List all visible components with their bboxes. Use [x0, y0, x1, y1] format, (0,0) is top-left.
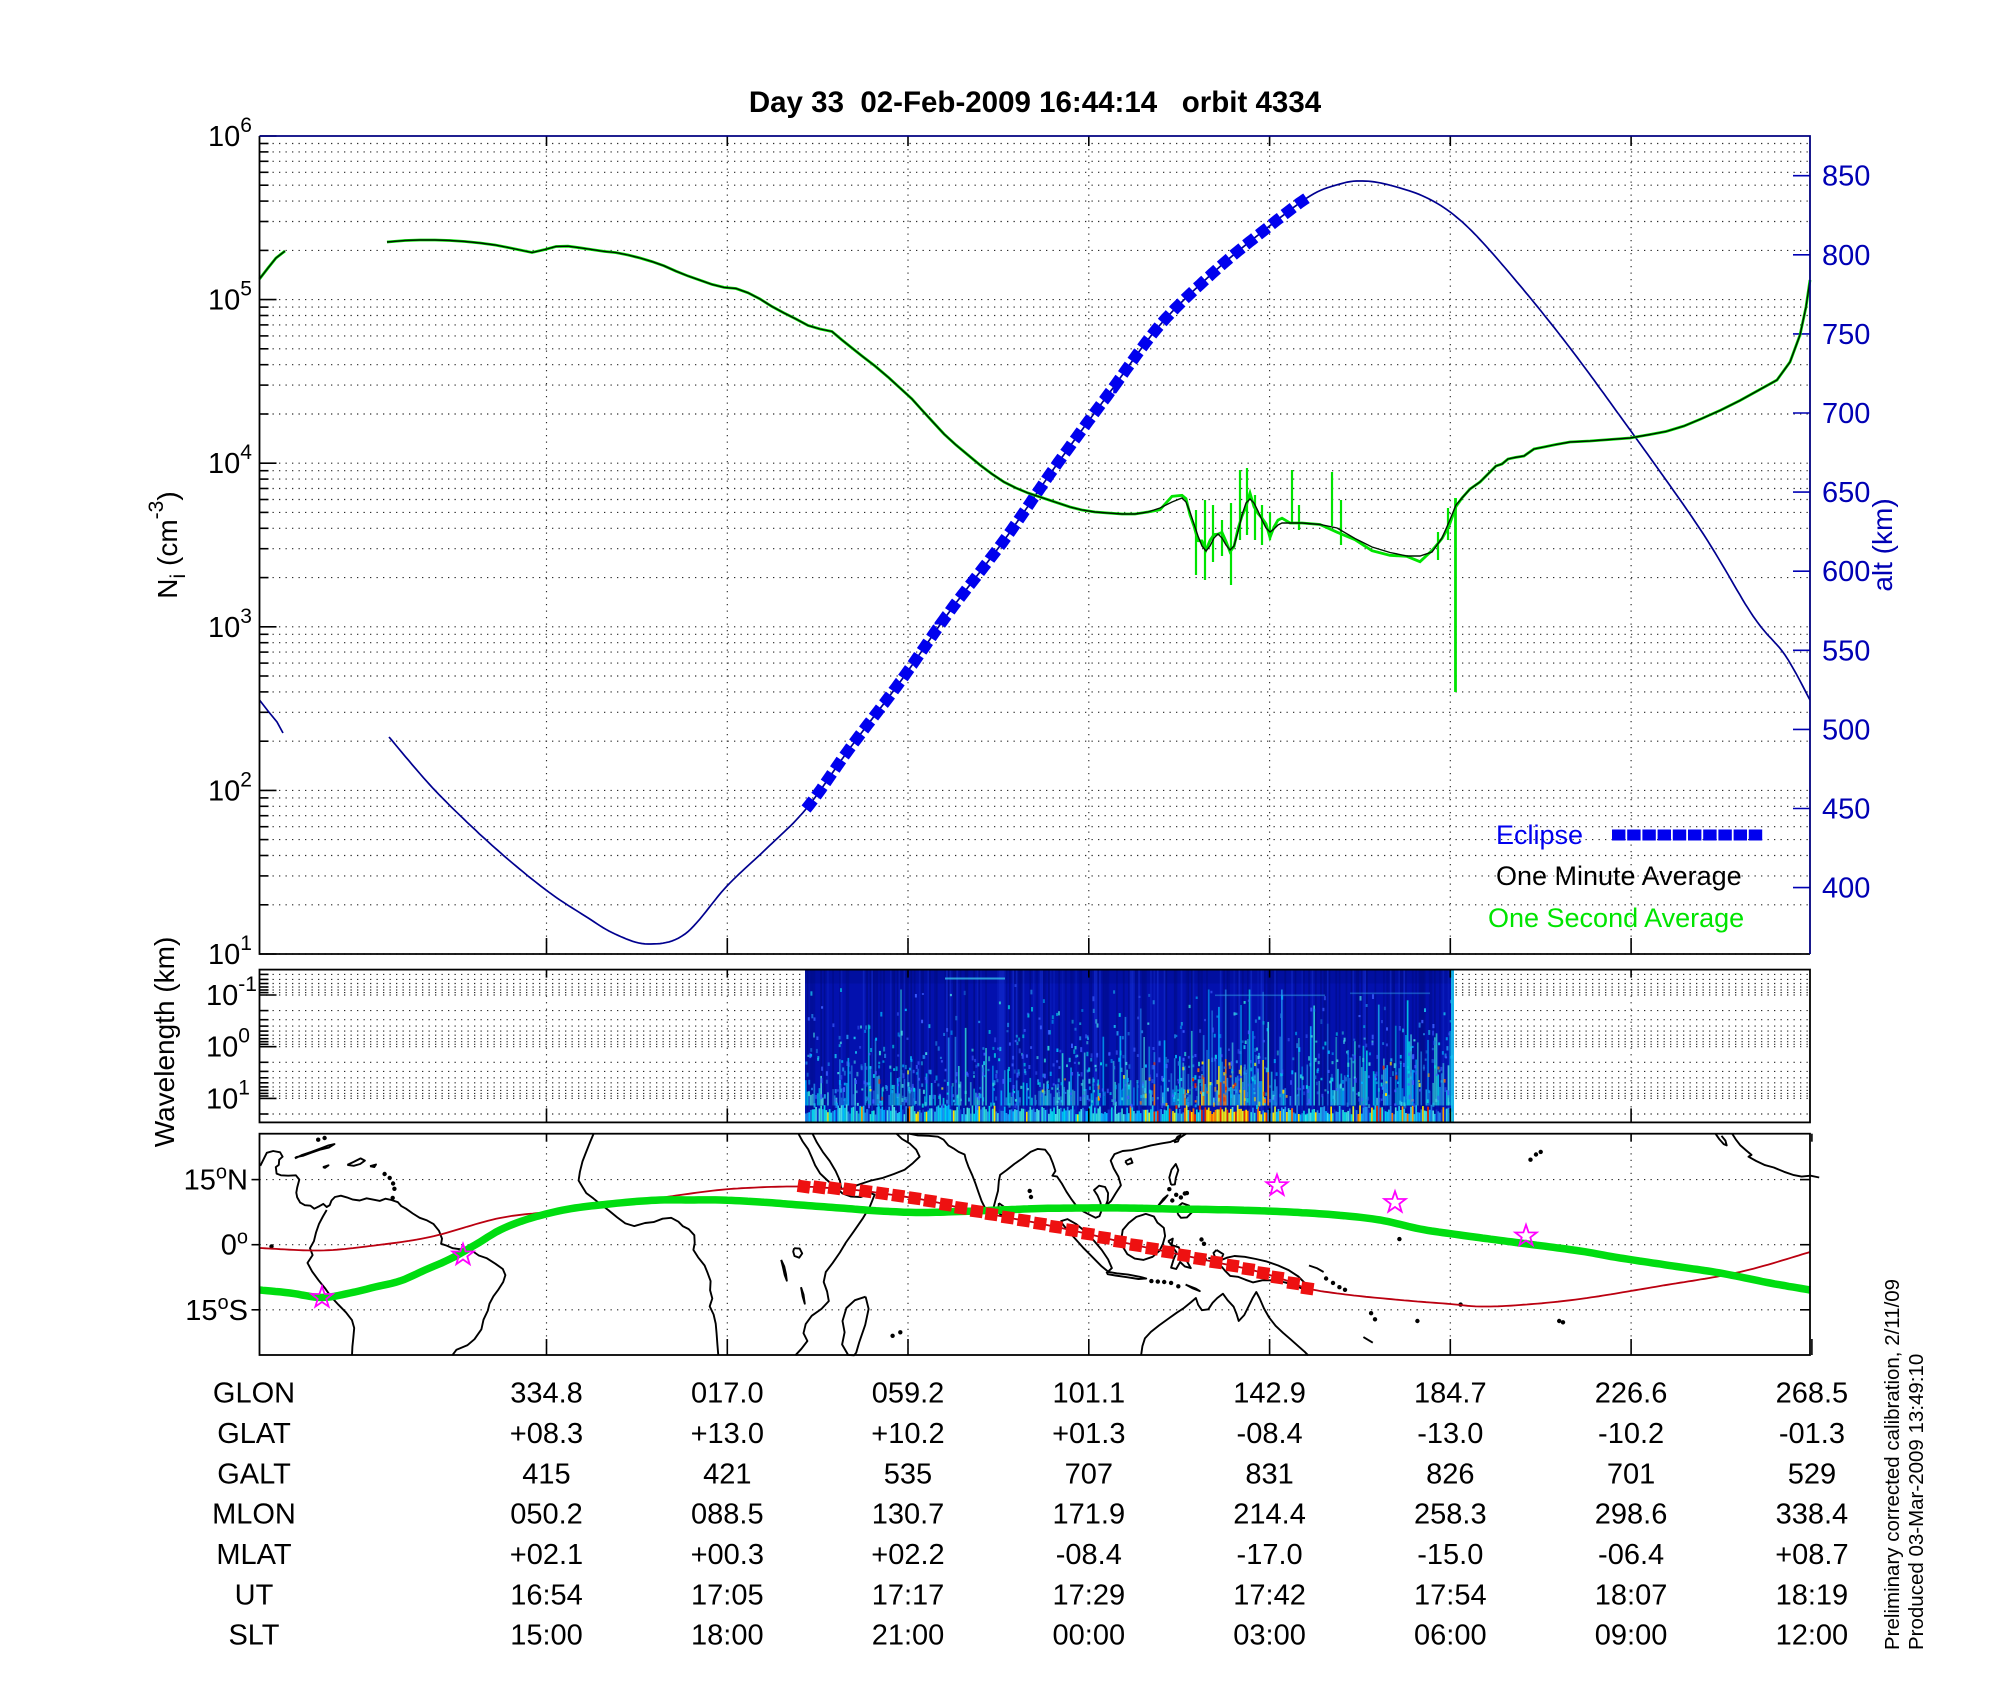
svg-text:15oN: 15oN — [184, 1162, 248, 1197]
svg-text:-01.3: -01.3 — [1779, 1418, 1845, 1450]
svg-text:06:00: 06:00 — [1414, 1620, 1487, 1652]
svg-text:226.6: 226.6 — [1595, 1378, 1668, 1410]
svg-text:18:07: 18:07 — [1595, 1579, 1668, 1611]
svg-text:050.2: 050.2 — [510, 1499, 583, 1531]
svg-text:+02.1: +02.1 — [510, 1539, 583, 1571]
svg-text:334.8: 334.8 — [510, 1378, 583, 1410]
svg-text:One Second Average: One Second Average — [1488, 903, 1744, 933]
svg-text:707: 707 — [1065, 1458, 1113, 1490]
svg-text:12:00: 12:00 — [1776, 1620, 1849, 1652]
svg-text:Wavelength (km): Wavelength (km) — [149, 937, 180, 1148]
svg-text:850: 850 — [1822, 161, 1870, 193]
svg-text:15:00: 15:00 — [510, 1620, 583, 1652]
svg-text:+10.2: +10.2 — [871, 1418, 944, 1450]
svg-text:104: 104 — [208, 441, 252, 480]
svg-text:750: 750 — [1822, 319, 1870, 351]
svg-text:00:00: 00:00 — [1053, 1620, 1126, 1652]
svg-text:268.5: 268.5 — [1776, 1378, 1849, 1410]
svg-text:03:00: 03:00 — [1233, 1620, 1306, 1652]
svg-text:16:54: 16:54 — [510, 1579, 583, 1611]
svg-text:700: 700 — [1822, 398, 1870, 430]
svg-text:171.9: 171.9 — [1053, 1499, 1126, 1531]
svg-text:MLAT: MLAT — [216, 1539, 291, 1571]
svg-text:800: 800 — [1822, 240, 1870, 272]
svg-text:GLAT: GLAT — [217, 1418, 291, 1450]
svg-text:17:17: 17:17 — [872, 1579, 945, 1611]
svg-text:18:19: 18:19 — [1776, 1579, 1849, 1611]
svg-text:550: 550 — [1822, 635, 1870, 667]
svg-text:SLT: SLT — [228, 1620, 279, 1652]
svg-text:298.6: 298.6 — [1595, 1499, 1668, 1531]
svg-text:450: 450 — [1822, 794, 1870, 826]
svg-text:-08.4: -08.4 — [1237, 1418, 1303, 1450]
svg-text:-08.4: -08.4 — [1056, 1539, 1122, 1571]
svg-text:826: 826 — [1426, 1458, 1474, 1490]
svg-text:106: 106 — [208, 114, 252, 153]
svg-text:-13.0: -13.0 — [1417, 1418, 1483, 1450]
svg-text:529: 529 — [1788, 1458, 1836, 1490]
svg-text:MLON: MLON — [212, 1499, 296, 1531]
svg-text:101.1: 101.1 — [1053, 1378, 1126, 1410]
svg-text:415: 415 — [522, 1458, 570, 1490]
svg-text:831: 831 — [1245, 1458, 1293, 1490]
svg-text:Day 33 02-Feb-2009 16:44:14: Day 33 02-Feb-2009 16:44:14 orbit 4334 — [749, 86, 1322, 119]
svg-text:Preliminary corrected calibrat: Preliminary corrected calibration, 2/11/… — [1881, 1279, 1904, 1650]
svg-text:alt (km): alt (km) — [1867, 498, 1898, 591]
svg-text:017.0: 017.0 — [691, 1378, 764, 1410]
svg-text:184.7: 184.7 — [1414, 1378, 1487, 1410]
svg-text:21:00: 21:00 — [872, 1620, 945, 1652]
svg-text:09:00: 09:00 — [1595, 1620, 1668, 1652]
svg-text:17:29: 17:29 — [1053, 1579, 1126, 1611]
svg-text:-10.2: -10.2 — [1598, 1418, 1664, 1450]
svg-text:15oS: 15oS — [185, 1292, 248, 1327]
svg-text:0o: 0o — [221, 1227, 248, 1262]
svg-text:400: 400 — [1822, 873, 1870, 905]
svg-text:421: 421 — [703, 1458, 751, 1490]
svg-text:18:00: 18:00 — [691, 1620, 764, 1652]
svg-text:214.4: 214.4 — [1233, 1499, 1306, 1531]
svg-text:Eclipse: Eclipse — [1496, 820, 1583, 850]
svg-text:17:54: 17:54 — [1414, 1579, 1487, 1611]
svg-text:535: 535 — [884, 1458, 932, 1490]
svg-text:600: 600 — [1822, 556, 1870, 588]
svg-text:Ni (cm-3): Ni (cm-3) — [145, 491, 190, 598]
svg-text:+01.3: +01.3 — [1052, 1418, 1125, 1450]
svg-text:UT: UT — [235, 1579, 274, 1611]
svg-text:-06.4: -06.4 — [1598, 1539, 1664, 1571]
svg-text:-17.0: -17.0 — [1237, 1539, 1303, 1571]
svg-text:One Minute Average: One Minute Average — [1496, 861, 1742, 891]
svg-text:+02.2: +02.2 — [871, 1539, 944, 1571]
svg-text:650: 650 — [1822, 477, 1870, 509]
svg-text:142.9: 142.9 — [1233, 1378, 1306, 1410]
svg-text:+08.3: +08.3 — [510, 1418, 583, 1450]
svg-text:17:42: 17:42 — [1233, 1579, 1306, 1611]
svg-text:701: 701 — [1607, 1458, 1655, 1490]
svg-text:088.5: 088.5 — [691, 1499, 764, 1531]
svg-text:+00.3: +00.3 — [691, 1539, 764, 1571]
svg-text:+13.0: +13.0 — [691, 1418, 764, 1450]
svg-text:130.7: 130.7 — [872, 1499, 945, 1531]
svg-text:17:05: 17:05 — [691, 1579, 764, 1611]
svg-text:-15.0: -15.0 — [1417, 1539, 1483, 1571]
svg-text:258.3: 258.3 — [1414, 1499, 1487, 1531]
svg-text:+08.7: +08.7 — [1775, 1539, 1848, 1571]
svg-text:500: 500 — [1822, 714, 1870, 746]
svg-text:GLON: GLON — [213, 1378, 295, 1410]
svg-text:GALT: GALT — [217, 1458, 291, 1490]
svg-text:338.4: 338.4 — [1776, 1499, 1849, 1531]
svg-text:Produced 03-Mar-2009 13:49:10: Produced 03-Mar-2009 13:49:10 — [1905, 1354, 1928, 1650]
svg-text:059.2: 059.2 — [872, 1378, 945, 1410]
